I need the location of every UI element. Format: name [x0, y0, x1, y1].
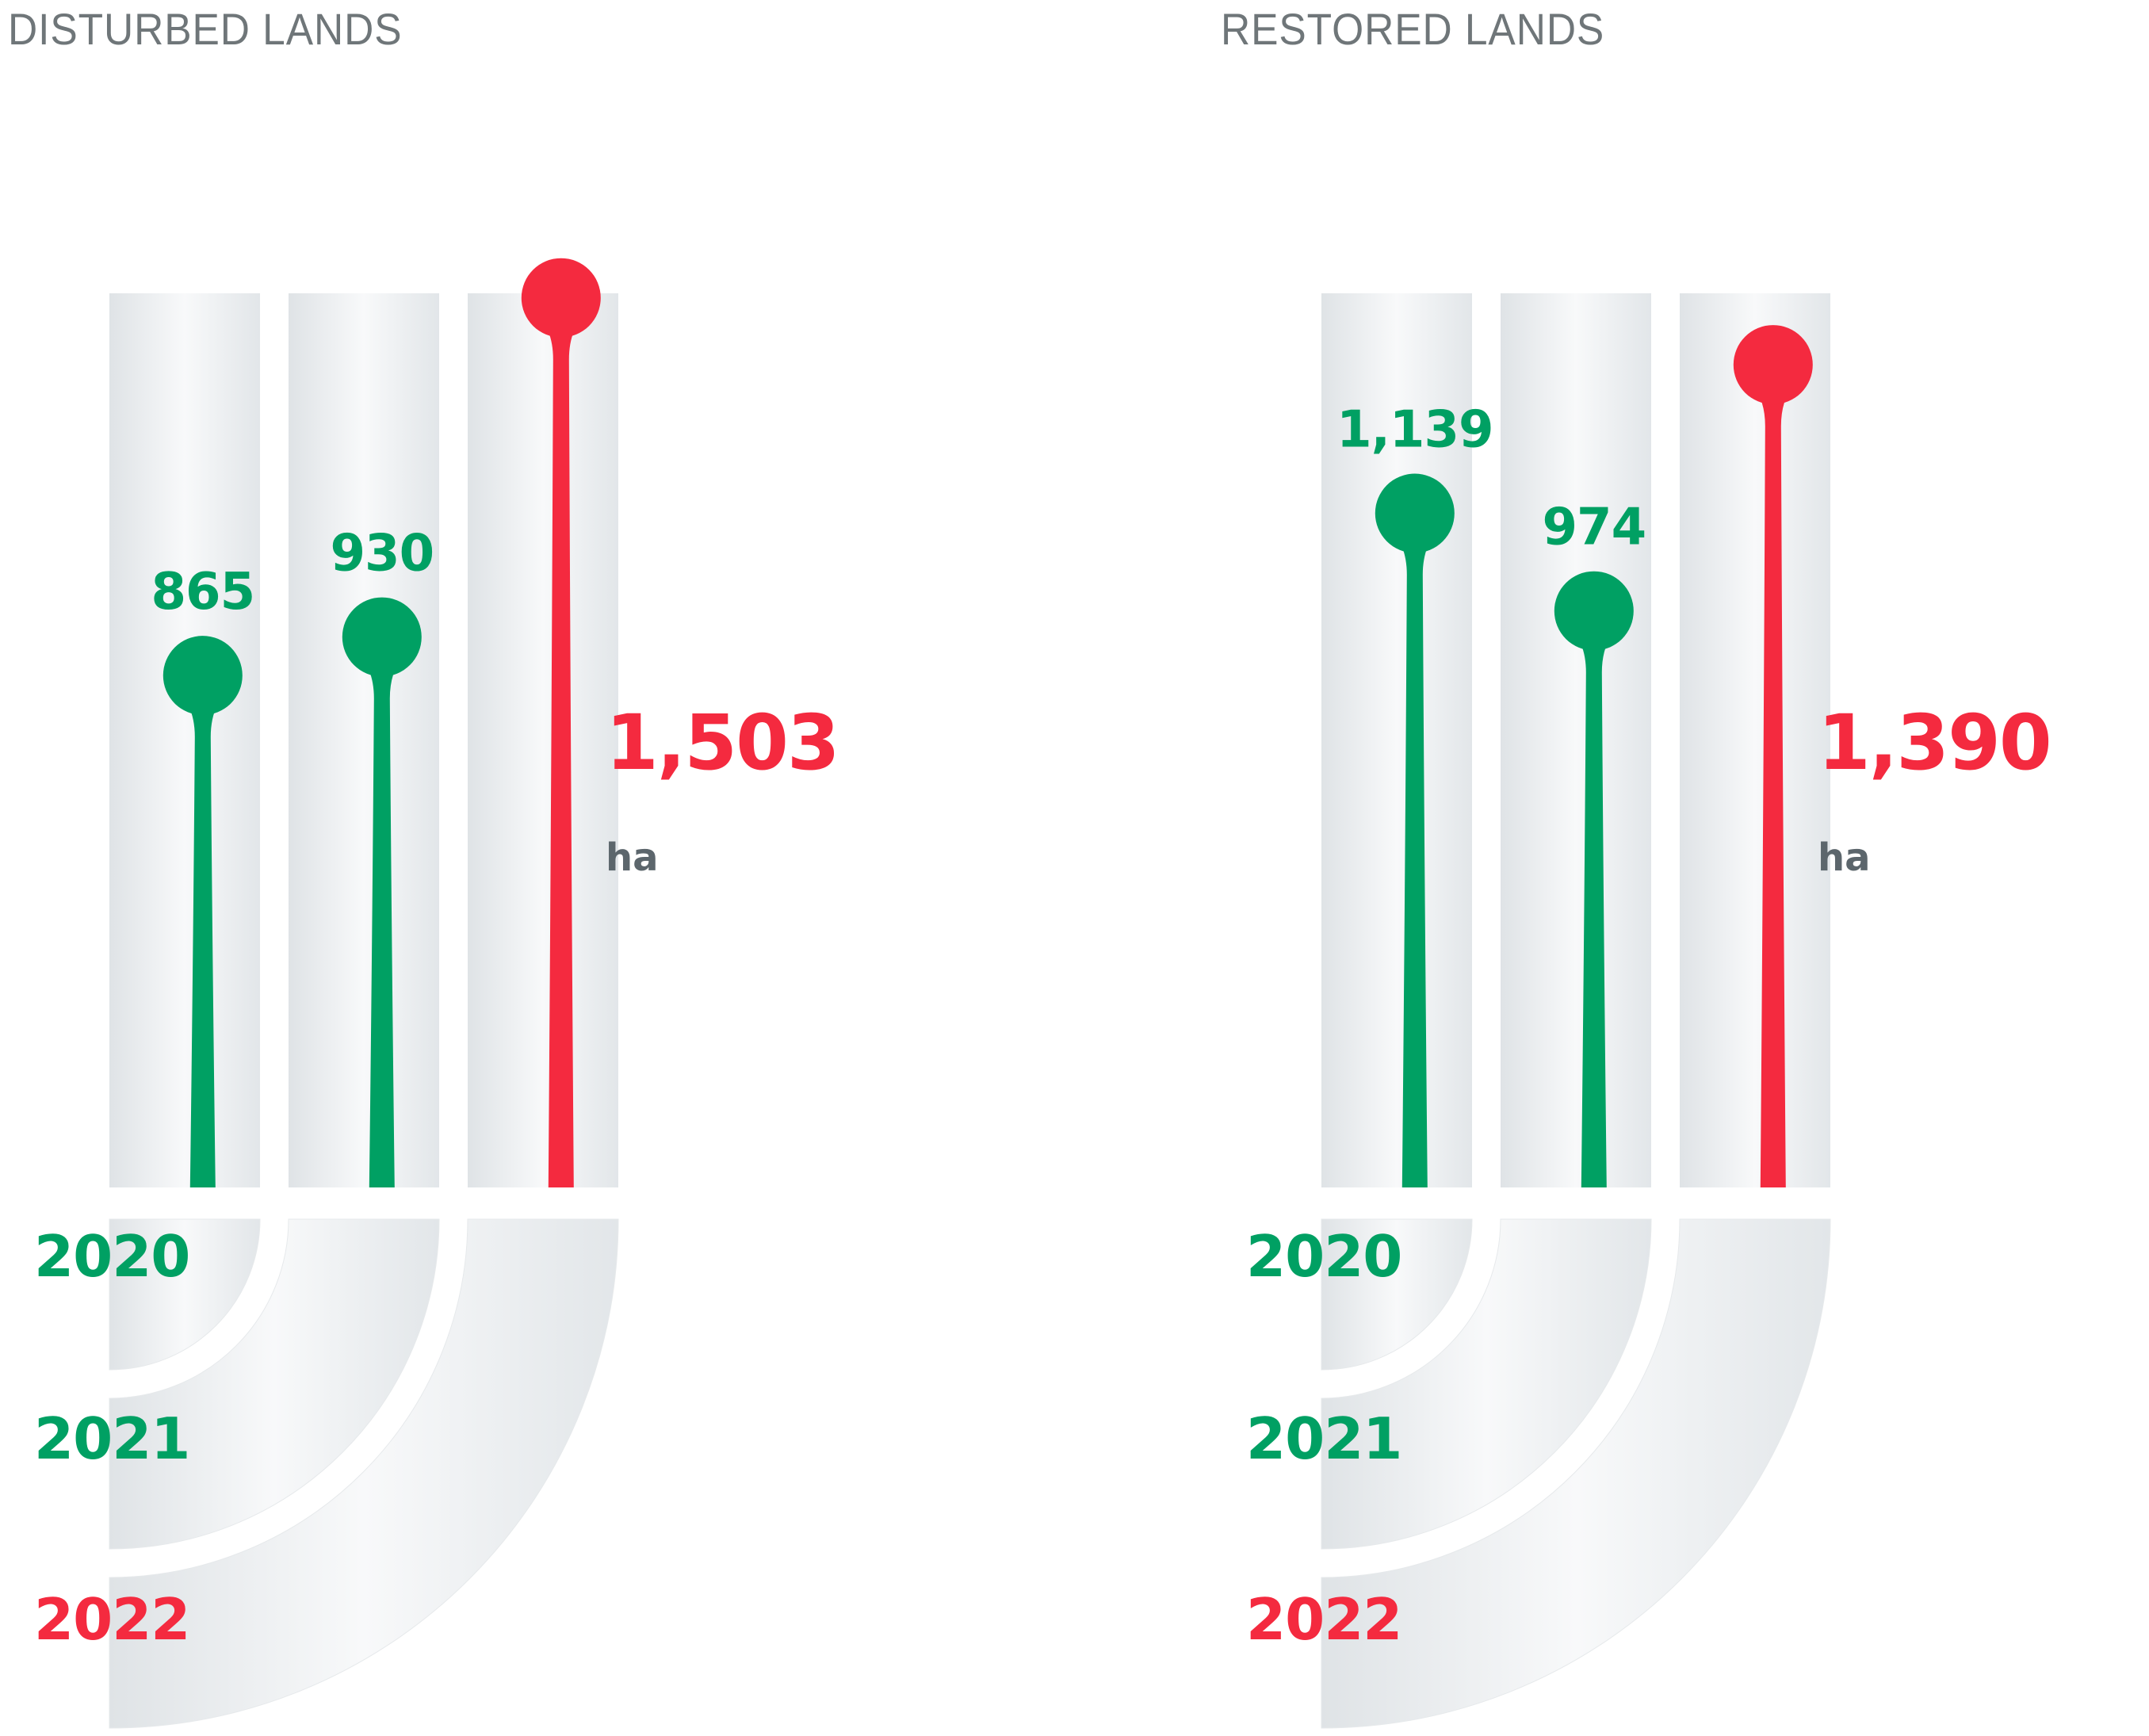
- track-2022: [1680, 293, 1830, 1187]
- value-label-2020: 865: [151, 563, 255, 621]
- value-label-2021: 930: [331, 525, 434, 583]
- value-label-2022: 1,503: [606, 698, 839, 787]
- arc-band-2020: [1321, 1218, 1473, 1371]
- year-label-2021: 2021: [34, 1405, 189, 1472]
- track-2021: [1501, 293, 1651, 1187]
- lollipop-stem-2022: [533, 309, 589, 1187]
- track-2021: [289, 293, 439, 1187]
- arc-band-2020: [109, 1218, 261, 1371]
- track-2022: [468, 293, 618, 1187]
- arc-band-2022: [1321, 1218, 1831, 1729]
- value-label-2022: 1,390: [1818, 698, 2051, 787]
- track-2020: [1321, 293, 1472, 1187]
- lollipop-stem-2020: [1386, 525, 1443, 1187]
- chart-title-disturbed: DISTURBED LANDS: [8, 5, 403, 54]
- lollipop-head-2020: [163, 636, 243, 716]
- value-label-2021: 974: [1543, 499, 1646, 557]
- lollipop-head-2021: [1554, 571, 1634, 651]
- lollipop-stem-2022: [1745, 377, 1801, 1187]
- unit-label: ha: [1818, 835, 1871, 880]
- year-label-2022: 2022: [34, 1586, 189, 1653]
- year-label-2020: 2020: [1246, 1223, 1401, 1290]
- lollipop-head-2021: [342, 597, 422, 677]
- arc-band-2022: [109, 1218, 619, 1729]
- chart-title-restored: RESTORED LANDS: [1221, 5, 1604, 54]
- lollipop-head-2020: [1375, 473, 1455, 553]
- lollipop-stem-2020: [174, 687, 231, 1187]
- year-label-2022: 2022: [1246, 1586, 1401, 1653]
- lollipop-head-2022: [1733, 325, 1813, 405]
- year-label-2020: 2020: [34, 1223, 189, 1290]
- value-label-2020: 1,139: [1336, 401, 1493, 460]
- lollipop-stem-2021: [1566, 622, 1622, 1187]
- arc-band-2021: [1321, 1218, 1652, 1550]
- year-label-2021: 2021: [1246, 1405, 1401, 1472]
- lollipop-stem-2021: [354, 648, 410, 1187]
- lollipop-head-2022: [521, 258, 601, 338]
- track-2020: [109, 293, 260, 1187]
- arc-band-2021: [109, 1218, 440, 1550]
- unit-label: ha: [606, 835, 659, 880]
